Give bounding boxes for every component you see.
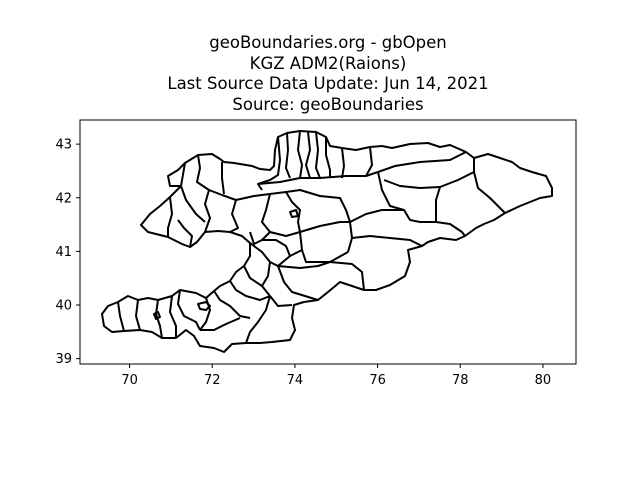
x-tick-label: 74: [287, 373, 304, 388]
raion-border: [261, 193, 301, 237]
raion-border: [204, 189, 211, 233]
raion-border: [269, 295, 293, 307]
y-tick-label: 40: [55, 299, 72, 314]
x-tick-label: 78: [452, 373, 469, 388]
raion-border: [177, 289, 201, 331]
raion-border: [285, 191, 301, 233]
raion-border: [196, 154, 223, 196]
raion-boundaries: [101, 130, 553, 353]
title-line-3: Last Source Data Update: Jun 14, 2021: [167, 74, 489, 94]
title-line-4: Source: geoBoundaries: [232, 94, 424, 114]
enclave-outline: [289, 209, 299, 218]
raion-border: [315, 131, 321, 179]
y-tick-label: 42: [55, 191, 72, 206]
raion-border: [135, 299, 141, 331]
raion-border: [221, 189, 351, 223]
raion-border: [167, 162, 186, 187]
raion-border: [329, 261, 365, 291]
raion-border: [349, 209, 404, 223]
y-axis: 39 40 41 42 43: [55, 138, 80, 367]
raion-border: [351, 235, 423, 247]
raion-border: [299, 221, 350, 233]
raion-border: [383, 158, 475, 189]
raion-border: [200, 317, 241, 331]
raion-border: [262, 239, 303, 257]
raion-border: [277, 261, 331, 269]
x-tick-label: 80: [535, 373, 552, 388]
raion-border: [177, 219, 193, 248]
country-outline: [101, 130, 553, 353]
raion-border: [277, 265, 319, 301]
raion-border: [473, 171, 506, 214]
raion-border: [249, 231, 271, 245]
map-title: geoBoundaries.org - gbOpen KGZ ADM2(Raio…: [0, 33, 640, 115]
raion-border: [117, 301, 125, 332]
raion-border: [377, 151, 467, 173]
raion-border: [257, 136, 281, 191]
raion-border: [167, 196, 173, 237]
title-line-1: geoBoundaries.org - gbOpen: [209, 33, 447, 52]
raion-border: [299, 231, 349, 263]
raion-border: [257, 171, 379, 185]
x-tick-label: 72: [204, 373, 221, 388]
raion-border: [285, 132, 291, 179]
raion-border: [249, 242, 279, 267]
raion-border: [261, 261, 271, 297]
raion-border: [277, 255, 291, 267]
raion-border: [221, 162, 225, 195]
raion-border: [229, 280, 271, 301]
raion-border: [365, 146, 373, 177]
title-line-2: KGZ ADM2(Raions): [249, 53, 407, 73]
raion-border: [213, 290, 251, 319]
x-axis: 70 72 74 76 78 80: [121, 364, 551, 388]
x-tick-label: 76: [369, 373, 386, 388]
enclave-outline: [197, 301, 211, 311]
raion-border: [347, 221, 353, 253]
raion-border: [180, 185, 206, 223]
raion-border: [305, 131, 311, 179]
x-tick-label: 70: [121, 373, 138, 388]
axes-frame: [79, 119, 577, 365]
raion-border: [155, 299, 163, 339]
raion-border: [325, 137, 331, 178]
raion-border: [229, 199, 239, 233]
raion-border: [169, 295, 177, 338]
raion-border: [377, 171, 441, 223]
raion-border: [245, 295, 271, 344]
raion-border: [297, 130, 303, 179]
y-tick-label: 41: [55, 245, 72, 260]
raion-border: [243, 265, 263, 287]
y-tick-label: 39: [55, 352, 72, 367]
raion-border: [341, 147, 345, 179]
y-tick-label: 43: [55, 138, 72, 153]
raion-border: [435, 221, 466, 237]
enclave-outline: [153, 311, 161, 320]
